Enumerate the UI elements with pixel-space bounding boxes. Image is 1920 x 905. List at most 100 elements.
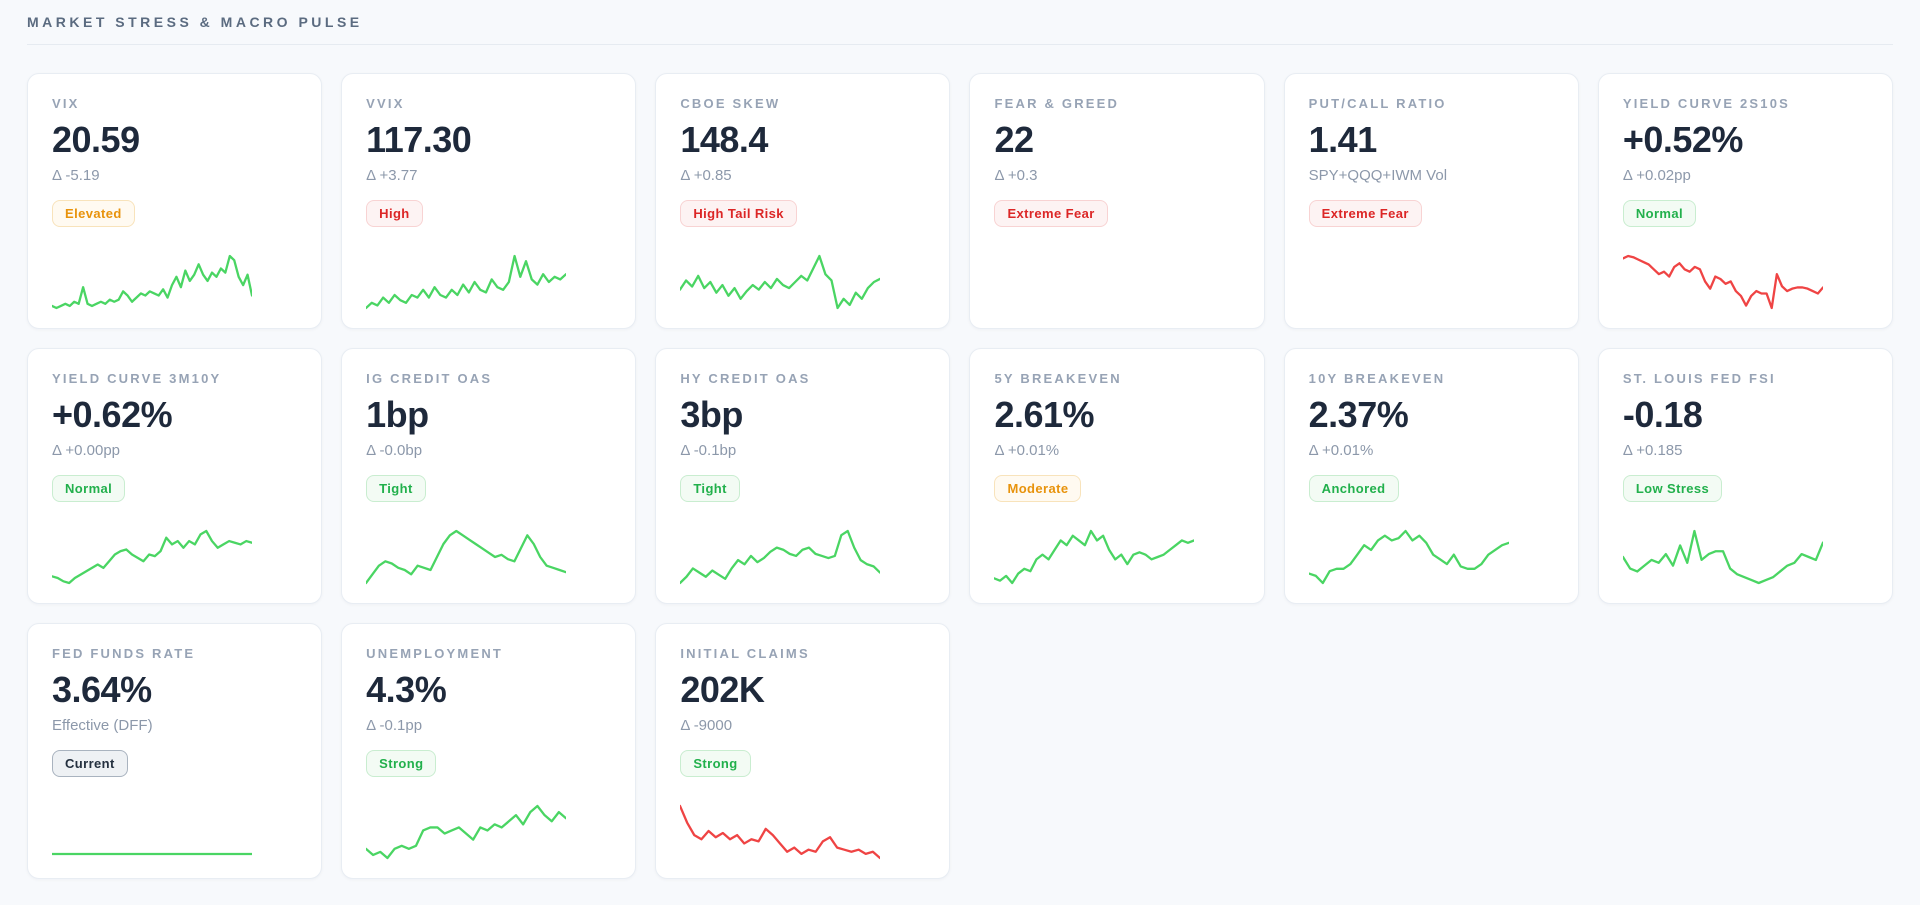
sparkline-chart	[366, 527, 611, 587]
metric-card-st-louis-fed-fsi[interactable]: ST. LOUIS FED FSI -0.18 Δ +0.185 Low Str…	[1597, 348, 1893, 604]
metric-title: VIX	[52, 96, 80, 111]
metric-value: 117.30	[366, 119, 472, 160]
metric-delta: Δ +0.01%	[1308, 441, 1374, 459]
metric-value: 20.59	[52, 119, 140, 160]
metric-title: YIELD CURVE 3M10Y	[52, 371, 222, 386]
metric-card-10y-breakeven[interactable]: 10Y BREAKEVEN 2.37% Δ +0.01% Anchored	[1283, 348, 1579, 604]
metric-card-hy-credit-oas[interactable]: HY CREDIT OAS 3bp Δ -0.1bp Tight	[655, 348, 951, 604]
metric-delta: Δ +0.3	[994, 166, 1038, 184]
badge-row: Normal	[1622, 199, 1868, 227]
metric-value: +0.62%	[52, 394, 173, 435]
sparkline-chart	[52, 527, 297, 587]
badge-row: Elevated	[52, 199, 297, 227]
metric-title: FEAR & GREED	[994, 96, 1120, 111]
section-divider	[27, 44, 1893, 45]
metric-card-fear-greed[interactable]: FEAR & GREED 22 Δ +0.3 Extreme Fear	[969, 73, 1265, 329]
sparkline-chart	[1623, 527, 1868, 587]
metric-card-initial-claims[interactable]: INITIAL CLAIMS 202K Δ -9000 Strong	[655, 623, 951, 879]
badge-row: Current	[52, 749, 297, 777]
badge-row: Tight	[366, 474, 611, 502]
section-title: MARKET STRESS & MACRO PULSE	[27, 14, 363, 30]
metric-title: IG CREDIT OAS	[366, 371, 493, 386]
sparkline-chart	[1309, 527, 1554, 587]
metric-delta: Δ -0.0bp	[366, 441, 423, 459]
metric-delta: Δ +0.85	[680, 166, 732, 184]
metric-delta: Δ +0.00pp	[52, 441, 120, 459]
metric-value: 22	[994, 119, 1034, 160]
status-badge: Strong	[366, 749, 437, 777]
metric-card-5y-breakeven[interactable]: 5Y BREAKEVEN 2.61% Δ +0.01% Moderate	[969, 348, 1265, 604]
badge-row: Anchored	[1308, 474, 1554, 502]
status-badge: High	[366, 199, 423, 227]
metrics-grid: VIX 20.59 Δ -5.19 Elevated VVIX 117.30 Δ…	[27, 73, 1893, 879]
badge-row: Strong	[366, 749, 611, 777]
metric-title: CBOE SKEW	[680, 96, 781, 111]
metric-delta: SPY+QQQ+IWM Vol	[1308, 166, 1448, 184]
metric-card-cboe-skew[interactable]: CBOE SKEW 148.4 Δ +0.85 High Tail Risk	[655, 73, 951, 329]
metric-delta: Δ +0.02pp	[1622, 166, 1691, 184]
metric-card-fed-funds-rate[interactable]: FED FUNDS RATE 3.64% Effective (DFF) Cur…	[27, 623, 323, 879]
metric-card-yield-curve-3m10y[interactable]: YIELD CURVE 3M10Y +0.62% Δ +0.00pp Norma…	[27, 348, 323, 604]
status-badge: Extreme Fear	[1308, 199, 1422, 227]
metric-delta: Δ -5.19	[52, 166, 100, 184]
metric-value: 1.41	[1308, 119, 1378, 160]
sparkline-chart	[1623, 252, 1868, 312]
sparkline-chart	[680, 802, 925, 862]
metric-value: -0.18	[1622, 394, 1703, 435]
sparkline-chart	[680, 527, 925, 587]
metric-value: 3.64%	[52, 669, 152, 710]
status-badge: Elevated	[52, 199, 135, 227]
status-badge: Anchored	[1308, 474, 1399, 502]
badge-row: High Tail Risk	[680, 199, 925, 227]
status-badge: Strong	[680, 749, 751, 777]
metric-value: +0.52%	[1622, 119, 1744, 160]
metric-title: INITIAL CLAIMS	[680, 646, 810, 661]
metric-value: 2.37%	[1308, 394, 1409, 435]
metric-value: 3bp	[680, 394, 743, 435]
badge-row: Extreme Fear	[994, 199, 1239, 227]
badge-row: Moderate	[994, 474, 1239, 502]
metric-delta: Effective (DFF)	[52, 716, 153, 734]
status-badge: Tight	[680, 474, 740, 502]
sparkline-chart	[52, 252, 297, 312]
metric-title: 5Y BREAKEVEN	[994, 371, 1122, 386]
status-badge: Normal	[52, 474, 126, 502]
status-badge: Normal	[1622, 199, 1697, 227]
sparkline-chart	[680, 252, 925, 312]
badge-row: Tight	[680, 474, 925, 502]
metric-title: FED FUNDS RATE	[52, 646, 196, 661]
metric-title: HY CREDIT OAS	[680, 371, 811, 386]
badge-row: Extreme Fear	[1308, 199, 1554, 227]
status-badge: High Tail Risk	[680, 199, 797, 227]
status-badge: Moderate	[994, 474, 1082, 502]
badge-row: Normal	[52, 474, 297, 502]
metric-value: 2.61%	[994, 394, 1095, 435]
metric-card-yield-curve-2s10s[interactable]: YIELD CURVE 2S10S +0.52% Δ +0.02pp Norma…	[1597, 73, 1893, 329]
metric-title: YIELD CURVE 2S10S	[1622, 96, 1791, 111]
metric-value: 1bp	[366, 394, 429, 435]
badge-row: Strong	[680, 749, 925, 777]
metric-delta: Δ -0.1pp	[366, 716, 423, 734]
metric-card-vvix[interactable]: VVIX 117.30 Δ +3.77 High	[341, 73, 637, 329]
sparkline-chart	[366, 252, 611, 312]
metric-delta: Δ +0.01%	[994, 441, 1060, 459]
sparkline-chart	[994, 527, 1239, 587]
metric-card-ig-credit-oas[interactable]: IG CREDIT OAS 1bp Δ -0.0bp Tight	[341, 348, 637, 604]
metric-title: PUT/CALL RATIO	[1308, 96, 1447, 111]
status-badge: Low Stress	[1622, 474, 1723, 502]
badge-row: Low Stress	[1622, 474, 1868, 502]
metric-card-put-call-ratio[interactable]: PUT/CALL RATIO 1.41 SPY+QQQ+IWM Vol Extr…	[1283, 73, 1579, 329]
sparkline-chart	[1309, 252, 1554, 312]
metric-delta: Δ +3.77	[366, 166, 418, 184]
metric-title: UNEMPLOYMENT	[366, 646, 504, 661]
metric-card-unemployment[interactable]: UNEMPLOYMENT 4.3% Δ -0.1pp Strong	[341, 623, 637, 879]
metric-card-vix[interactable]: VIX 20.59 Δ -5.19 Elevated	[27, 73, 323, 329]
status-badge: Extreme Fear	[994, 199, 1108, 227]
metric-title: 10Y BREAKEVEN	[1308, 371, 1446, 386]
sparkline-chart	[52, 802, 297, 862]
metric-value: 4.3%	[366, 669, 447, 710]
metric-title: VVIX	[366, 96, 405, 111]
metric-delta: Δ -0.1bp	[680, 441, 737, 459]
status-badge: Current	[52, 749, 128, 777]
metric-value: 202K	[680, 669, 765, 710]
